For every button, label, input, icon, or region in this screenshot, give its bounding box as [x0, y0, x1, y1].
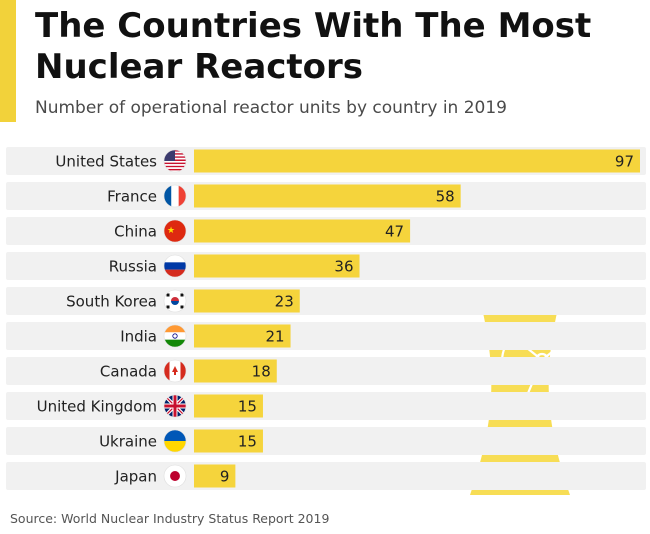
india-flag-icon	[163, 324, 187, 348]
row-band-united-kingdom	[6, 392, 646, 420]
russia-flag-icon	[163, 254, 187, 278]
ukraine-flag-icon	[163, 429, 187, 453]
uk-flag-icon	[163, 394, 187, 418]
accent-bar	[0, 0, 16, 122]
category-label-japan: Japan	[114, 468, 157, 486]
bar-russia	[194, 254, 360, 278]
value-label-russia: 36	[334, 258, 353, 276]
source-note: Source: World Nuclear Industry Status Re…	[10, 511, 330, 526]
row-band-south-korea	[6, 287, 646, 315]
bar-france	[194, 184, 461, 208]
value-label-japan: 9	[220, 468, 230, 486]
south-korea-flag-icon	[163, 289, 187, 313]
bar-japan	[194, 464, 236, 488]
value-label-china: 47	[385, 223, 404, 241]
category-label-united-states: United States	[55, 153, 157, 171]
value-label-united-states: 97	[615, 153, 634, 171]
bar-south-korea	[194, 289, 300, 313]
japan-flag-icon	[163, 464, 187, 488]
row-band-ukraine	[6, 427, 646, 455]
category-label-south-korea: South Korea	[66, 293, 157, 311]
bar-china	[194, 219, 411, 243]
bar-india	[194, 324, 291, 348]
value-label-ukraine: 15	[238, 433, 257, 451]
value-label-canada: 18	[252, 363, 271, 381]
china-flag-icon: ★	[163, 219, 187, 243]
svg-text:★: ★	[167, 226, 175, 236]
category-label-russia: Russia	[109, 258, 157, 276]
bar-canada	[194, 359, 277, 383]
category-label-india: India	[120, 328, 157, 346]
bar-ukraine	[194, 429, 263, 453]
us-flag-icon	[163, 149, 187, 173]
value-label-france: 58	[436, 188, 455, 206]
category-label-china: China	[114, 223, 157, 241]
bar-united-kingdom	[194, 394, 263, 418]
row-band-canada	[6, 357, 646, 385]
bar-united-states	[194, 149, 640, 173]
row-band-india	[6, 322, 646, 350]
row-band-japan	[6, 462, 646, 490]
chart-title: The Countries With The Most Nuclear Reac…	[35, 6, 592, 87]
value-label-india: 21	[265, 328, 284, 346]
category-label-france: France	[107, 188, 157, 206]
value-label-united-kingdom: 15	[238, 398, 257, 416]
category-label-canada: Canada	[100, 363, 157, 381]
canada-flag-icon	[163, 359, 187, 383]
value-label-south-korea: 23	[275, 293, 294, 311]
category-label-ukraine: Ukraine	[99, 433, 157, 451]
chart-subtitle: Number of operational reactor units by c…	[35, 98, 507, 118]
category-label-united-kingdom: United Kingdom	[37, 398, 157, 416]
france-flag-icon	[163, 184, 187, 208]
